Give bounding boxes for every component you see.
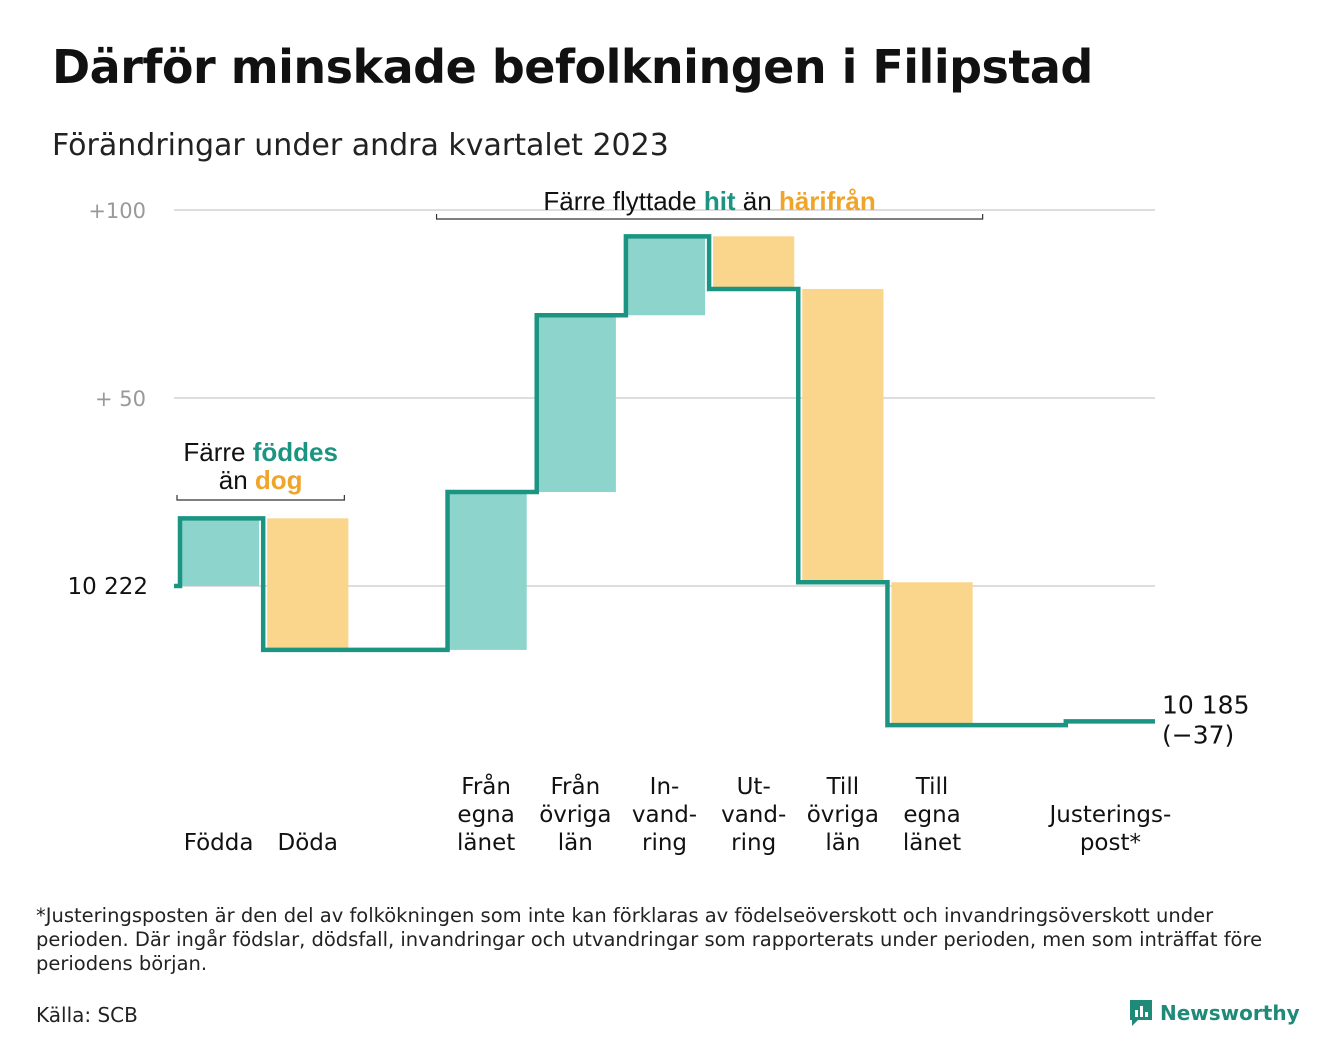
y-axis-tick-labels: +100 + 50 10 222 [68,199,148,600]
category-label: Till [826,774,860,800]
category-label: post* [1080,830,1141,856]
footnote: *Justeringsposten är den del av folkökni… [36,904,1263,975]
annotation-births-line1: Färre föddes [183,437,338,467]
newsworthy-chart-icon [1130,1000,1152,1026]
annotation-part: dog [255,465,303,495]
chart-title: Därför minskade befolkningen i Filipstad [52,40,1093,94]
end-value-text: 10 185 [1162,690,1249,719]
category-label: övriga [539,802,611,828]
category-label: Födda [184,830,254,856]
bar [802,288,884,583]
brand-logo: Newsworthy [1128,998,1300,1028]
annotation-moves: Färre flyttade hit än härifrån [543,186,875,216]
y-tick-label: + 50 [95,387,146,411]
annotation-part: Färre flyttade [543,186,703,216]
cumulative-step-line [174,234,1155,728]
annotation-part: hit [704,186,736,216]
bars [178,236,973,726]
end-value-label: 10 185(−37) [1162,690,1249,749]
category-label: Justerings- [1047,802,1171,828]
brand-name: Newsworthy [1160,1001,1300,1025]
category-label: ring [642,830,687,856]
source-note: Källa: SCB [36,1003,138,1027]
category-label: länet [457,830,515,856]
category-label: länet [903,830,961,856]
category-label: vand- [632,802,697,828]
bar [534,315,616,492]
annotation-births-line2: än dog [219,465,303,495]
annotation-bracket-births [176,495,345,501]
category-label: län [825,830,860,856]
annotation-part: än [736,186,779,216]
category-label: vand- [721,802,786,828]
y-tick-label: +100 [88,199,146,223]
category-label: övriga [807,802,879,828]
bar [267,518,349,650]
chart-subtitle: Förändringar under andra kvartalet 2023 [52,128,669,163]
annotation-part: än [219,465,255,495]
category-label: Från [461,772,511,800]
category-label: Döda [278,830,338,856]
y-tick-label: 10 222 [68,574,148,600]
annotation-bracket-moves [435,214,984,220]
bar [178,518,260,586]
annotation-part: Färre [183,437,252,467]
category-label: ring [731,830,776,856]
category-label: län [558,830,593,856]
category-label: egna [903,802,960,828]
end-value-text: (−37) [1162,720,1234,749]
x-axis-category-labels: Födda DödaFrånegnalänetFrånövrigalänIn-va… [184,772,1172,856]
category-label: Ut- [737,774,771,800]
annotation-part: föddes [253,437,338,467]
bar [623,236,706,316]
category-label: egna [457,802,514,828]
category-label: Från [550,772,600,800]
step-line [174,234,1155,728]
bar [891,582,973,726]
annotation-part: härifrån [779,186,876,216]
category-label: Till [915,774,949,800]
bar [713,236,795,289]
bar [445,492,527,650]
category-label: In- [650,774,680,800]
